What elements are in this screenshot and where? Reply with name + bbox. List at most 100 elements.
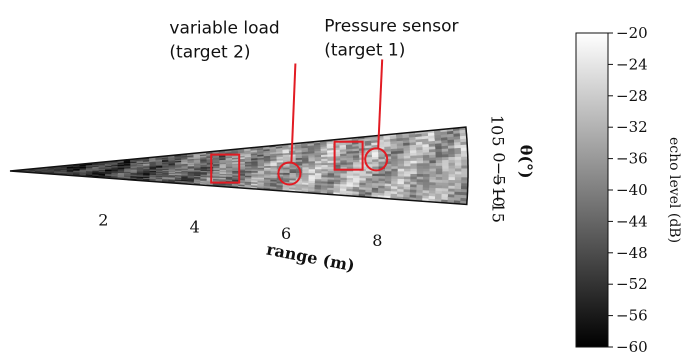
heatmap-cell — [384, 166, 393, 170]
heatmap-cell — [404, 168, 412, 172]
heatmap-cell — [397, 163, 405, 167]
heatmap-cell — [404, 166, 412, 170]
annotation-title: variable load — [169, 19, 279, 39]
heatmap-cell — [442, 174, 450, 178]
heatmap-cell — [429, 171, 437, 175]
heatmap-cell — [423, 163, 431, 167]
heatmap-cell — [403, 163, 412, 167]
heatmap-cell — [391, 176, 399, 180]
heatmap-cell — [416, 163, 424, 167]
heatmap-cell — [448, 154, 456, 158]
heatmap-cell — [461, 174, 468, 179]
heatmap-cell — [429, 160, 437, 164]
heatmap-cell — [435, 160, 443, 164]
heatmap-cell — [410, 166, 418, 170]
heatmap-cell — [321, 167, 329, 170]
heatmap-cell — [397, 161, 405, 165]
heatmap-cell — [435, 171, 443, 175]
heatmap-cell — [448, 171, 456, 175]
heatmap-cell — [403, 173, 412, 178]
colorbar-tick-label: −56 — [616, 307, 648, 325]
range-tick-label: 2 — [98, 211, 108, 230]
heatmap-cell — [454, 165, 462, 170]
colorbar-tick-label: −44 — [616, 212, 648, 230]
heatmap-cell — [454, 159, 462, 164]
colorbar-tick-label: −48 — [616, 244, 648, 262]
y-axis-label: θ(°) — [517, 145, 536, 179]
heatmap-cell — [404, 171, 412, 175]
heatmap-cell — [461, 162, 468, 167]
heatmap-cell — [442, 171, 450, 175]
heatmap-cell — [397, 168, 405, 172]
highlight-box — [333, 140, 364, 171]
heatmap-cell — [416, 171, 424, 175]
heatmap-cell — [340, 164, 348, 168]
heatmap-cell — [442, 159, 450, 164]
heatmap-cell — [378, 159, 386, 163]
heatmap-cell — [397, 173, 405, 178]
range-tick-label: 6 — [281, 224, 291, 243]
heatmap-cell — [461, 177, 468, 182]
heatmap-cell — [435, 168, 443, 172]
heatmap-cell — [410, 158, 418, 162]
heatmap-cell — [397, 166, 405, 170]
heatmap-cell — [461, 171, 468, 176]
angle-tick-label: 10 — [487, 115, 506, 135]
plot-area: 2 4 6 8 105 0−5−10−15 range (m) θ(°) Pressur… — [9, 16, 536, 275]
heatmap-cell — [410, 171, 418, 175]
heatmap-cell — [422, 179, 431, 183]
colorbar-tick-label: −28 — [616, 87, 648, 105]
heatmap-cell — [423, 174, 431, 178]
heatmap-cell — [384, 168, 393, 172]
heatmap-cell — [334, 171, 342, 174]
heatmap-cell — [442, 177, 450, 181]
heatmap-cell — [448, 156, 456, 161]
colorbar-tick-label: −36 — [616, 150, 648, 168]
heatmap-cell — [384, 171, 393, 175]
heatmap-cell — [460, 150, 468, 155]
highlight-box — [210, 153, 241, 184]
heatmap-cell — [346, 171, 354, 175]
heatmap-cell — [410, 176, 418, 180]
heatmap-cell — [461, 168, 468, 173]
heatmap-cell — [346, 173, 354, 177]
echo-heatmap — [10, 127, 468, 205]
heatmap-cell — [448, 168, 456, 172]
heatmap-cell — [321, 171, 329, 174]
angle-tick-labels: 105 0−5−10−15 — [487, 115, 508, 223]
heatmap-cell — [454, 168, 462, 173]
heatmap-cell — [461, 165, 468, 170]
heatmap-cell — [314, 165, 323, 168]
heatmap-cell — [391, 168, 399, 173]
heatmap-cell — [391, 171, 399, 175]
heatmap-cell — [448, 165, 456, 170]
heatmap-cell — [416, 160, 424, 165]
heatmap-cell — [429, 168, 437, 172]
heatmap-cell — [448, 177, 456, 181]
heatmap-cell — [461, 183, 468, 188]
heatmap-cell — [454, 162, 462, 167]
heatmap-cell — [416, 168, 424, 172]
heatmap-cell — [397, 178, 405, 183]
heatmap-cell — [372, 166, 380, 170]
heatmap-cell — [410, 174, 418, 178]
colorbar: −20 −24 −28 −32 −36 −40 −44 −48 −52 −56 −60 echo l… — [575, 24, 682, 356]
colorbar-tick-label: −20 — [616, 24, 648, 42]
heatmap-cell — [460, 153, 468, 158]
heatmap-cell — [448, 179, 456, 184]
heatmap-cell — [416, 173, 424, 178]
highlight-boxes — [210, 140, 364, 184]
annotation-subtitle: (target 2) — [169, 43, 250, 63]
heatmap-cell — [403, 176, 412, 180]
heatmap-cell — [429, 165, 437, 170]
annotations: Pressure sensor (target 1) variable load (t… — [169, 16, 459, 186]
heatmap-cell — [372, 171, 380, 175]
angle-tick-label: −10 — [489, 173, 508, 207]
colorbar-tick-label: −32 — [616, 118, 648, 136]
target-marker — [364, 147, 389, 172]
heatmap-cell — [448, 162, 456, 167]
heatmap-cell — [416, 165, 424, 170]
heatmap-cell — [454, 174, 462, 178]
heatmap-cell — [448, 174, 456, 178]
